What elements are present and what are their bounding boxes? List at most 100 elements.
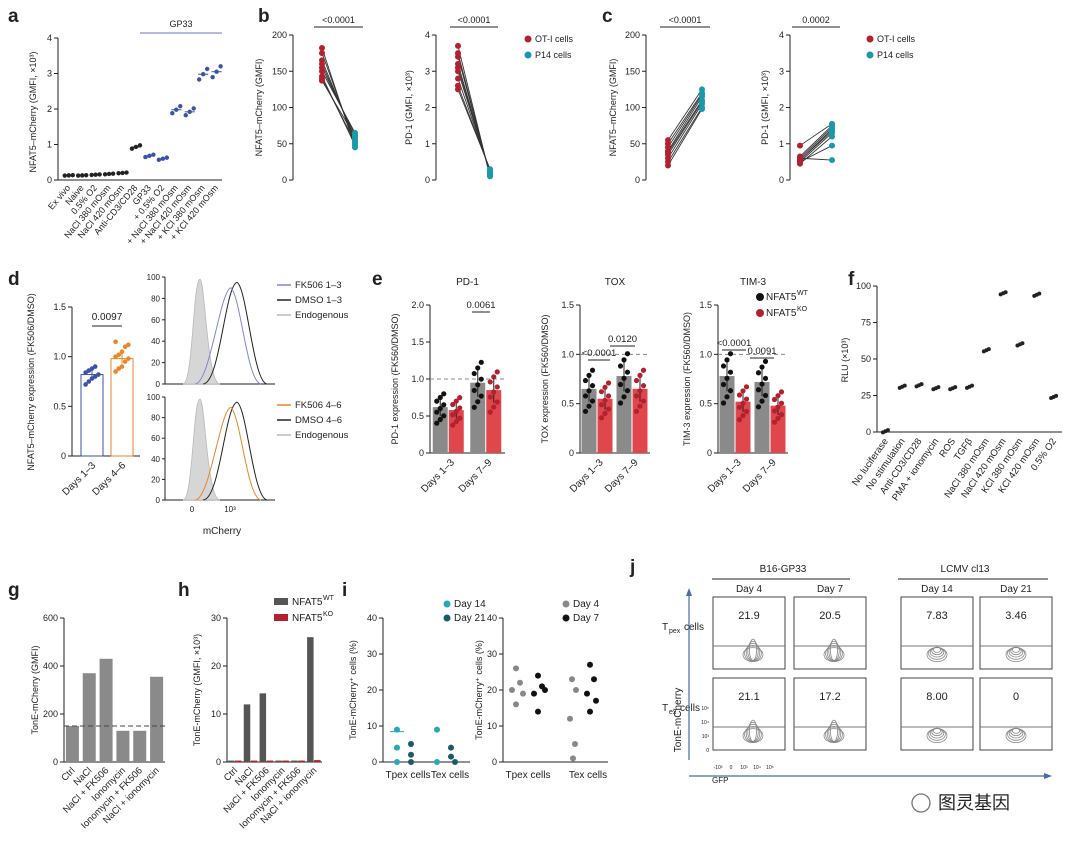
h-y-tick-label: 10 <box>211 709 221 719</box>
j-percentage: 8.00 <box>926 691 947 703</box>
e2-point <box>640 398 647 404</box>
e1-point <box>441 402 447 408</box>
b1-pair-line <box>321 71 356 134</box>
e2-y-tick-label: 0 <box>569 448 574 458</box>
c1-pair-line <box>667 100 703 153</box>
b2-ot1-point <box>455 42 461 49</box>
j-flow-plot-box <box>712 677 786 751</box>
e1-point <box>487 379 493 385</box>
panel-label-i: i <box>342 580 347 601</box>
f-point <box>1054 393 1059 398</box>
f-point <box>919 382 924 387</box>
d2-top-fk506-curve <box>194 287 262 385</box>
e2-point <box>586 388 592 394</box>
f-point <box>1020 341 1025 346</box>
d1-y-tick-label: 0.5 <box>53 401 66 411</box>
j-percentage: 20.5 <box>819 610 840 622</box>
e3-point <box>720 381 727 388</box>
e2-point <box>602 410 608 416</box>
c2-y-tick-label: 2 <box>779 103 784 113</box>
f-point <box>953 385 958 390</box>
j-row-tex-T: T <box>662 703 668 714</box>
e1-point <box>478 376 484 382</box>
j-flow-plot-box <box>979 677 1053 751</box>
d1-point <box>113 339 118 345</box>
i1-legend-2: Day 21 <box>454 613 486 624</box>
d2-bottom-tick-label: 60 <box>151 434 160 443</box>
panel-label-e: e <box>372 269 383 290</box>
f-y-tick-label: 100 <box>856 281 871 291</box>
e2-point <box>589 383 596 389</box>
e1-point <box>450 401 456 408</box>
j-row-tpex-label: cells <box>684 622 704 633</box>
d1-point <box>113 369 118 374</box>
c2-pair-line <box>799 123 833 146</box>
j-percentage: 21.9 <box>738 610 759 622</box>
d2-top-legend-label: FK506 1–3 <box>295 280 341 291</box>
d1-point <box>126 356 131 361</box>
e3-point <box>740 412 746 419</box>
a-y-tick-label: 2 <box>47 104 52 114</box>
f-point <box>885 428 890 433</box>
i1-legend-dot-1 <box>443 600 451 608</box>
b2-ot1-point <box>455 86 461 93</box>
d2-bottom-endogenous-curve <box>182 398 221 501</box>
e1-point <box>487 394 493 400</box>
e1-point <box>437 394 443 401</box>
i2-point <box>593 697 599 704</box>
e3-point <box>759 364 765 370</box>
a-point <box>218 64 223 69</box>
a-ylabel: NFAT5–mCherry (GMFI, ×10³) <box>28 51 38 172</box>
g-bar <box>65 726 79 762</box>
e2-point <box>598 389 605 395</box>
b1-y-tick-label: 200 <box>272 30 287 40</box>
e1-point <box>453 419 459 425</box>
i1-legend-1: Day 14 <box>454 599 486 610</box>
j-contour <box>1012 727 1021 734</box>
i2-point <box>573 687 579 693</box>
e3-point <box>771 419 778 425</box>
e3-point <box>771 408 778 414</box>
e2-point <box>589 398 596 404</box>
i1-point <box>408 751 414 758</box>
i2-category-tpex: Tpex cells <box>505 770 550 781</box>
i2-legend-dot-2 <box>562 614 570 622</box>
e3-point <box>762 392 769 399</box>
e1-point <box>441 413 447 419</box>
e3-y-tick-label: 1.5 <box>699 300 712 310</box>
i2-y-tick-label: 10 <box>487 721 497 731</box>
c2-legend-ot1: OT-I cells <box>877 34 916 44</box>
f-y-tick-label: 0 <box>866 427 871 437</box>
e1-bar <box>486 390 502 453</box>
i1-ylabel: TonE-mCherry⁺ cells (%) <box>348 640 358 740</box>
h-bar <box>314 760 321 762</box>
c1-pair-line <box>667 103 703 159</box>
a-point <box>178 103 183 109</box>
e3-point <box>775 415 781 422</box>
i1-point <box>394 744 400 751</box>
j-flow-plot-box <box>900 596 974 670</box>
c1-y-tick-label: 200 <box>625 30 640 40</box>
c1-pair-line <box>667 89 703 141</box>
e1-point <box>491 374 497 380</box>
j-x-tick-label: 10⁴ <box>753 765 761 771</box>
e2-point <box>605 380 612 386</box>
d1-ylabel: NFAT5–mCherry expression (FK506/DMSO) <box>26 293 36 470</box>
j-percentage: 21.1 <box>738 691 759 703</box>
a-y-tick-label: 3 <box>47 69 52 79</box>
e3-y-tick-label: 0.5 <box>699 399 712 409</box>
e3-title: TIM-3 <box>740 277 767 288</box>
a-point <box>210 74 215 80</box>
j-row-tpex-sub: pex <box>669 628 681 635</box>
e3-category-label: Days 7–9 <box>741 457 779 495</box>
e3-point <box>743 396 750 402</box>
a-point <box>129 146 135 151</box>
e2-point <box>621 375 627 381</box>
b1-ylabel: NFAT5–mCherry (GMFI) <box>254 59 264 157</box>
j-row-tex-label: cells <box>680 703 700 714</box>
i2-point <box>517 679 523 686</box>
i2-point <box>587 708 593 715</box>
i2-point <box>513 665 519 672</box>
e1-point <box>471 370 477 377</box>
a-point <box>137 143 143 148</box>
